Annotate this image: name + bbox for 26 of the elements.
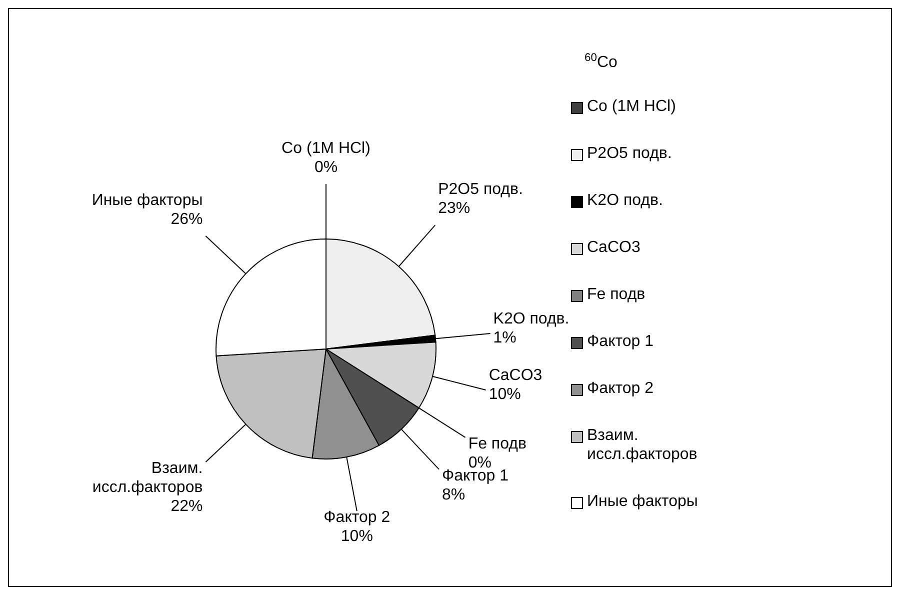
- legend-label: Фактор 1: [587, 332, 654, 351]
- legend-label: Co (1M HCl): [587, 97, 676, 116]
- data-label: 23%: [438, 200, 470, 218]
- text: 0%: [314, 159, 338, 176]
- legend-label: Fe подв: [587, 285, 646, 304]
- legend-label: CaCO3: [587, 238, 640, 257]
- legend-label: Фактор 2: [587, 379, 654, 398]
- legend-label: Взаим. иссл.факторов: [587, 426, 698, 464]
- slice-label: Фактор 2: [324, 509, 390, 526]
- data-label: 26%: [170, 211, 203, 228]
- chart-title: $^{60}$Co: [584, 52, 618, 71]
- slice-label: P2O5 подв.: [438, 181, 523, 198]
- data-label: 8%: [442, 486, 466, 504]
- slice-label: K2O подв.: [493, 310, 570, 328]
- slice-label: Взаим. иссл.факторов: [92, 460, 203, 496]
- data-label: 22%: [170, 498, 203, 515]
- legend-label: Иные факторы: [587, 492, 698, 511]
- data-label: 1%: [493, 329, 516, 346]
- category-label: Fe подв: [468, 435, 526, 452]
- slice-label: CaCO3: [488, 367, 542, 384]
- legend-label: K2O подв.: [587, 191, 663, 210]
- slice-label: Иные факторы: [92, 192, 203, 210]
- category-label: Co (1M HCl): [282, 140, 370, 157]
- legend-label: P2O5 подв.: [587, 144, 672, 163]
- data-label: 10%: [488, 386, 521, 404]
- data-label: 10%: [340, 528, 373, 546]
